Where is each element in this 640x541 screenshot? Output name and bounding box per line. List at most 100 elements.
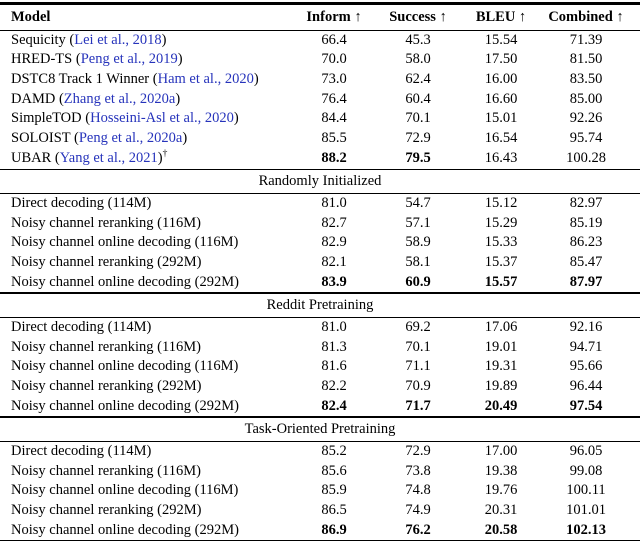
table-row: Noisy channel online decoding (292M) 86.9… bbox=[0, 521, 640, 541]
section-title: Reddit Pretraining bbox=[266, 297, 374, 314]
model-name: Noisy channel online decoding (116M) bbox=[11, 358, 239, 375]
bleu-value: 15.57 bbox=[484, 273, 518, 290]
table-row: Noisy channel reranking (116M) 85.6 73.8 19… bbox=[0, 462, 640, 482]
citation-link[interactable]: Hosseini-Asl et al., 2020 bbox=[90, 110, 234, 127]
combined-value: 94.71 bbox=[569, 338, 603, 355]
model-cell: Noisy channel reranking (292M) bbox=[0, 501, 292, 521]
table-row: Noisy channel online decoding (116M) 82.9… bbox=[0, 233, 640, 253]
success-value: 62.4 bbox=[405, 71, 431, 88]
model-name: DSTC8 Track 1 Winner bbox=[11, 71, 150, 88]
combined-value: 100.28 bbox=[566, 149, 606, 166]
inform-value: 82.1 bbox=[321, 254, 347, 271]
inform-value: 81.3 bbox=[321, 338, 347, 355]
bleu-value: 20.49 bbox=[484, 397, 518, 414]
bleu-value: 15.54 bbox=[484, 31, 518, 48]
inform-value: 82.2 bbox=[321, 377, 347, 394]
table-row: Noisy channel online decoding (292M) 82.4… bbox=[0, 397, 640, 417]
citation-link[interactable]: Lei et al., 2018 bbox=[74, 31, 162, 48]
success-value: 79.5 bbox=[405, 149, 431, 166]
inform-value: 81.0 bbox=[321, 194, 347, 211]
model-cell: SOLOIST (Peng et al., 2020a) bbox=[11, 130, 188, 147]
table-row: UBAR (Yang et al., 2021)† 88.2 79.5 16.43 10… bbox=[0, 149, 640, 169]
table-row: Sequicity (Lei et al., 2018) 66.4 45.3 15.5… bbox=[0, 31, 640, 51]
table-row: Noisy channel reranking (116M) 82.7 57.1 15… bbox=[0, 214, 640, 234]
combined-value: 85.00 bbox=[569, 90, 603, 107]
table-row: Noisy channel reranking (292M) 86.5 74.9 20… bbox=[0, 501, 640, 521]
header-bottom-rule bbox=[0, 29, 640, 31]
combined-value: 81.50 bbox=[569, 51, 603, 68]
model-name: HRED-TS bbox=[11, 51, 73, 68]
model-cell: Noisy channel online decoding (292M) bbox=[0, 521, 292, 541]
success-value: 58.0 bbox=[405, 51, 431, 68]
inform-value: 84.4 bbox=[321, 110, 347, 127]
success-value: 60.4 bbox=[405, 90, 431, 107]
table-row: Direct decoding (114M) 81.0 69.2 17.06 92.16 bbox=[0, 318, 640, 338]
inform-value: 66.4 bbox=[321, 31, 347, 48]
table-row: SimpleTOD (Hosseini-Asl et al., 2020) 84.… bbox=[0, 109, 640, 129]
combined-value: 97.54 bbox=[569, 397, 603, 414]
column-header-success: Success ↑ bbox=[389, 8, 447, 25]
combined-value: 86.23 bbox=[569, 234, 603, 251]
model-cell: Noisy channel reranking (116M) bbox=[0, 338, 292, 358]
citation-link[interactable]: Peng et al., 2019 bbox=[80, 51, 178, 68]
section-top-rule bbox=[0, 416, 640, 419]
section-title: Randomly Initialized bbox=[258, 173, 382, 190]
combined-value: 85.19 bbox=[569, 214, 603, 231]
model-cell: SimpleTOD (Hosseini-Asl et al., 2020) bbox=[11, 110, 239, 127]
model-name: Noisy channel reranking (292M) bbox=[11, 377, 202, 394]
citation-link[interactable]: Yang et al., 2021 bbox=[59, 149, 158, 166]
sections-group: Randomly Initialized Direct decoding (114… bbox=[0, 168, 640, 541]
success-value: 70.9 bbox=[405, 377, 431, 394]
combined-value: 92.16 bbox=[569, 318, 603, 335]
model-cell: Direct decoding (114M) bbox=[0, 318, 292, 338]
bleu-value: 17.06 bbox=[484, 318, 518, 335]
inform-value: 70.0 bbox=[321, 51, 347, 68]
bleu-value: 16.00 bbox=[484, 71, 518, 88]
model-name: Direct decoding (114M) bbox=[11, 194, 152, 211]
table-row: Direct decoding (114M) 85.2 72.9 17.00 96.05 bbox=[0, 442, 640, 462]
column-header-inform: Inform ↑ bbox=[306, 8, 362, 25]
combined-value: 96.05 bbox=[569, 442, 603, 459]
combined-value: 100.11 bbox=[566, 482, 606, 499]
citation-link[interactable]: Ham et al., 2020 bbox=[157, 71, 254, 88]
model-cell: Direct decoding (114M) bbox=[0, 442, 292, 462]
section-bottom-rule bbox=[0, 440, 640, 442]
model-cell: Noisy channel reranking (292M) bbox=[0, 377, 292, 397]
model-cell: Noisy channel online decoding (292M) bbox=[0, 397, 292, 417]
inform-value: 85.6 bbox=[321, 462, 347, 479]
dagger-mark: † bbox=[162, 148, 168, 159]
inform-value: 86.9 bbox=[321, 521, 347, 538]
model-name: Noisy channel reranking (116M) bbox=[11, 338, 201, 355]
success-value: 72.9 bbox=[405, 442, 431, 459]
inform-value: 82.7 bbox=[321, 214, 347, 231]
table-row: Noisy channel online decoding (116M) 85.9… bbox=[0, 481, 640, 501]
combined-value: 95.74 bbox=[569, 130, 603, 147]
model-name: Noisy channel online decoding (292M) bbox=[11, 273, 239, 290]
bleu-value: 16.60 bbox=[484, 90, 518, 107]
bleu-value: 15.12 bbox=[484, 194, 518, 211]
bleu-value: 15.01 bbox=[484, 110, 518, 127]
combined-value: 102.13 bbox=[566, 521, 606, 538]
model-cell: Direct decoding (114M) bbox=[0, 194, 292, 214]
model-cell: HRED-TS (Peng et al., 2019) bbox=[11, 51, 183, 68]
inform-value: 81.6 bbox=[321, 358, 347, 375]
success-value: 72.9 bbox=[405, 130, 431, 147]
model-cell: Noisy channel online decoding (116M) bbox=[0, 357, 292, 377]
success-value: 71.1 bbox=[405, 358, 431, 375]
inform-value: 85.5 bbox=[321, 130, 347, 147]
success-value: 54.7 bbox=[405, 194, 431, 211]
inform-value: 83.9 bbox=[321, 273, 347, 290]
success-value: 58.1 bbox=[405, 254, 431, 271]
table-row: Noisy channel online decoding (292M) 83.9… bbox=[0, 273, 640, 293]
model-cell: Sequicity (Lei et al., 2018) bbox=[11, 31, 167, 48]
model-name: Sequicity bbox=[11, 31, 66, 48]
combined-value: 101.01 bbox=[566, 501, 606, 518]
bleu-value: 19.76 bbox=[484, 482, 518, 499]
bleu-value: 19.38 bbox=[484, 462, 518, 479]
bleu-value: 15.37 bbox=[484, 254, 518, 271]
bleu-value: 17.00 bbox=[484, 442, 518, 459]
citation-link[interactable]: Zhang et al., 2020a bbox=[63, 90, 176, 107]
table-row: DAMD (Zhang et al., 2020a) 76.4 60.4 16.60 8… bbox=[0, 90, 640, 110]
citation-link[interactable]: Peng et al., 2020a bbox=[78, 130, 183, 147]
model-name: Noisy channel reranking (292M) bbox=[11, 501, 202, 518]
